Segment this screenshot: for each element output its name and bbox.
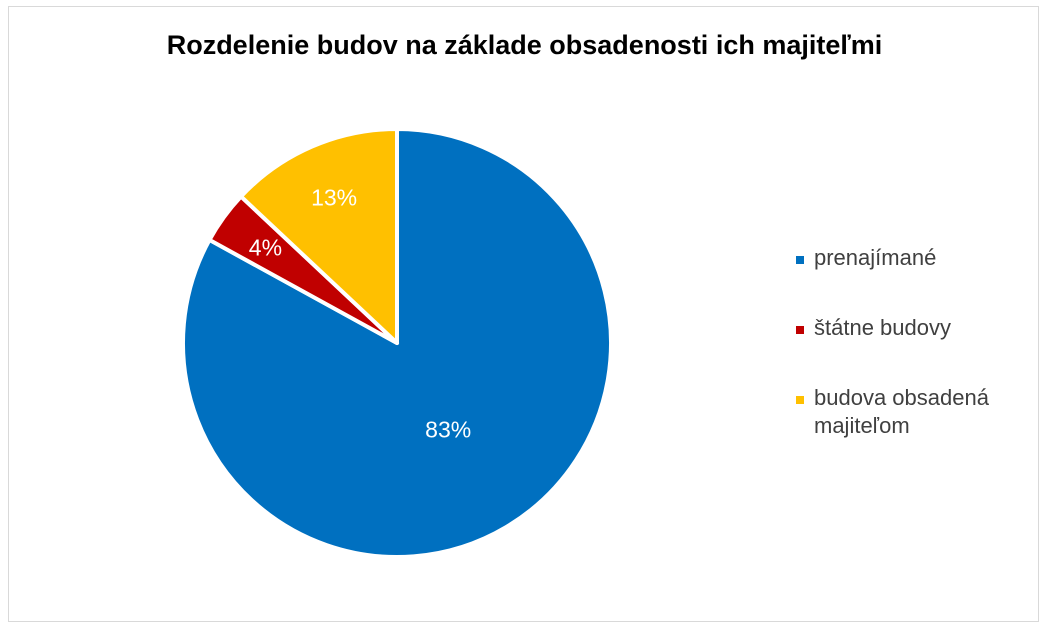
legend-label: budova obsadená majiteľom [814, 385, 989, 438]
legend-swatch [796, 256, 804, 264]
legend-swatch [796, 396, 804, 404]
slice-label-budova-obsadena: 13% [311, 185, 357, 211]
legend-swatch [796, 326, 804, 334]
legend-item-budova-obsadena: budova obsadená majiteľom [796, 384, 1036, 440]
chart-legend: prenajímané štátne budovy budova obsaden… [796, 244, 1036, 482]
chart-title: Rozdelenie budov na základe obsadenosti … [166, 30, 883, 60]
legend-label: prenajímané [814, 245, 937, 270]
pie-slice-budova-obsadena [239, 127, 399, 345]
slice-label-statne-budovy: 4% [249, 234, 282, 260]
pie-slice-prenajimane [181, 127, 613, 559]
legend-label: štátne budovy [814, 315, 951, 340]
slice-label-prenajimane: 83% [425, 417, 471, 443]
legend-item-statne-budovy: štátne budovy [796, 314, 1036, 342]
legend-item-prenajimane: prenajímané [796, 244, 1036, 272]
